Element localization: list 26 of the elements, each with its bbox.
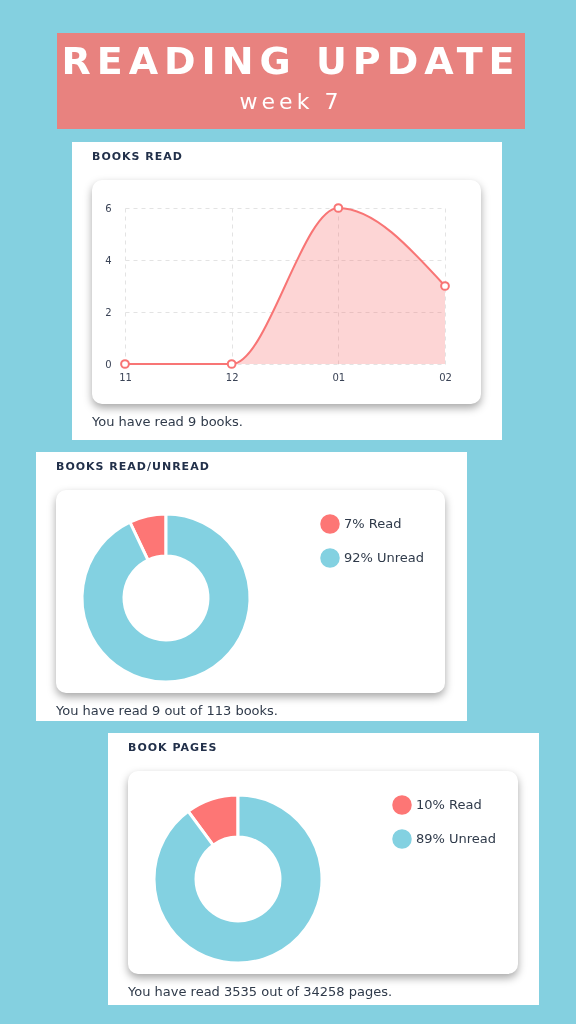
legend-label: 89% Unread [416, 831, 497, 846]
x-tick-label: 12 [225, 371, 239, 383]
point [440, 281, 450, 291]
legend-label: 10% Read [416, 797, 482, 812]
point [120, 359, 130, 369]
text: You have read 3535 out of 34258 pages. [128, 984, 393, 999]
text: You have read 9 books. [92, 414, 243, 429]
chart-title: BOOK PAGES [128, 741, 218, 754]
text: You have read 9 out of 113 books. [56, 703, 279, 718]
y-tick-label: 4 [105, 254, 112, 266]
x-tick-label: 02 [439, 371, 452, 383]
point [333, 203, 344, 213]
y-tick-label: 6 [105, 202, 112, 214]
chart-title: BOOKS READ [92, 150, 183, 163]
y-tick-label: 0 [105, 358, 112, 370]
legend-label: 92% Unread [344, 550, 425, 565]
donut-slice [80, 512, 252, 684]
donut-slice [152, 793, 324, 965]
y-tick-label: 2 [105, 306, 112, 318]
chart-title: BOOKS READ/UNREAD [56, 460, 210, 473]
point [226, 359, 237, 369]
x-tick-label: 01 [332, 371, 346, 383]
text: READING UPDATE [60, 39, 522, 83]
text: week 7 [238, 89, 344, 114]
x-tick-label: 11 [119, 371, 132, 383]
legend-label: 7% Read [344, 516, 402, 531]
